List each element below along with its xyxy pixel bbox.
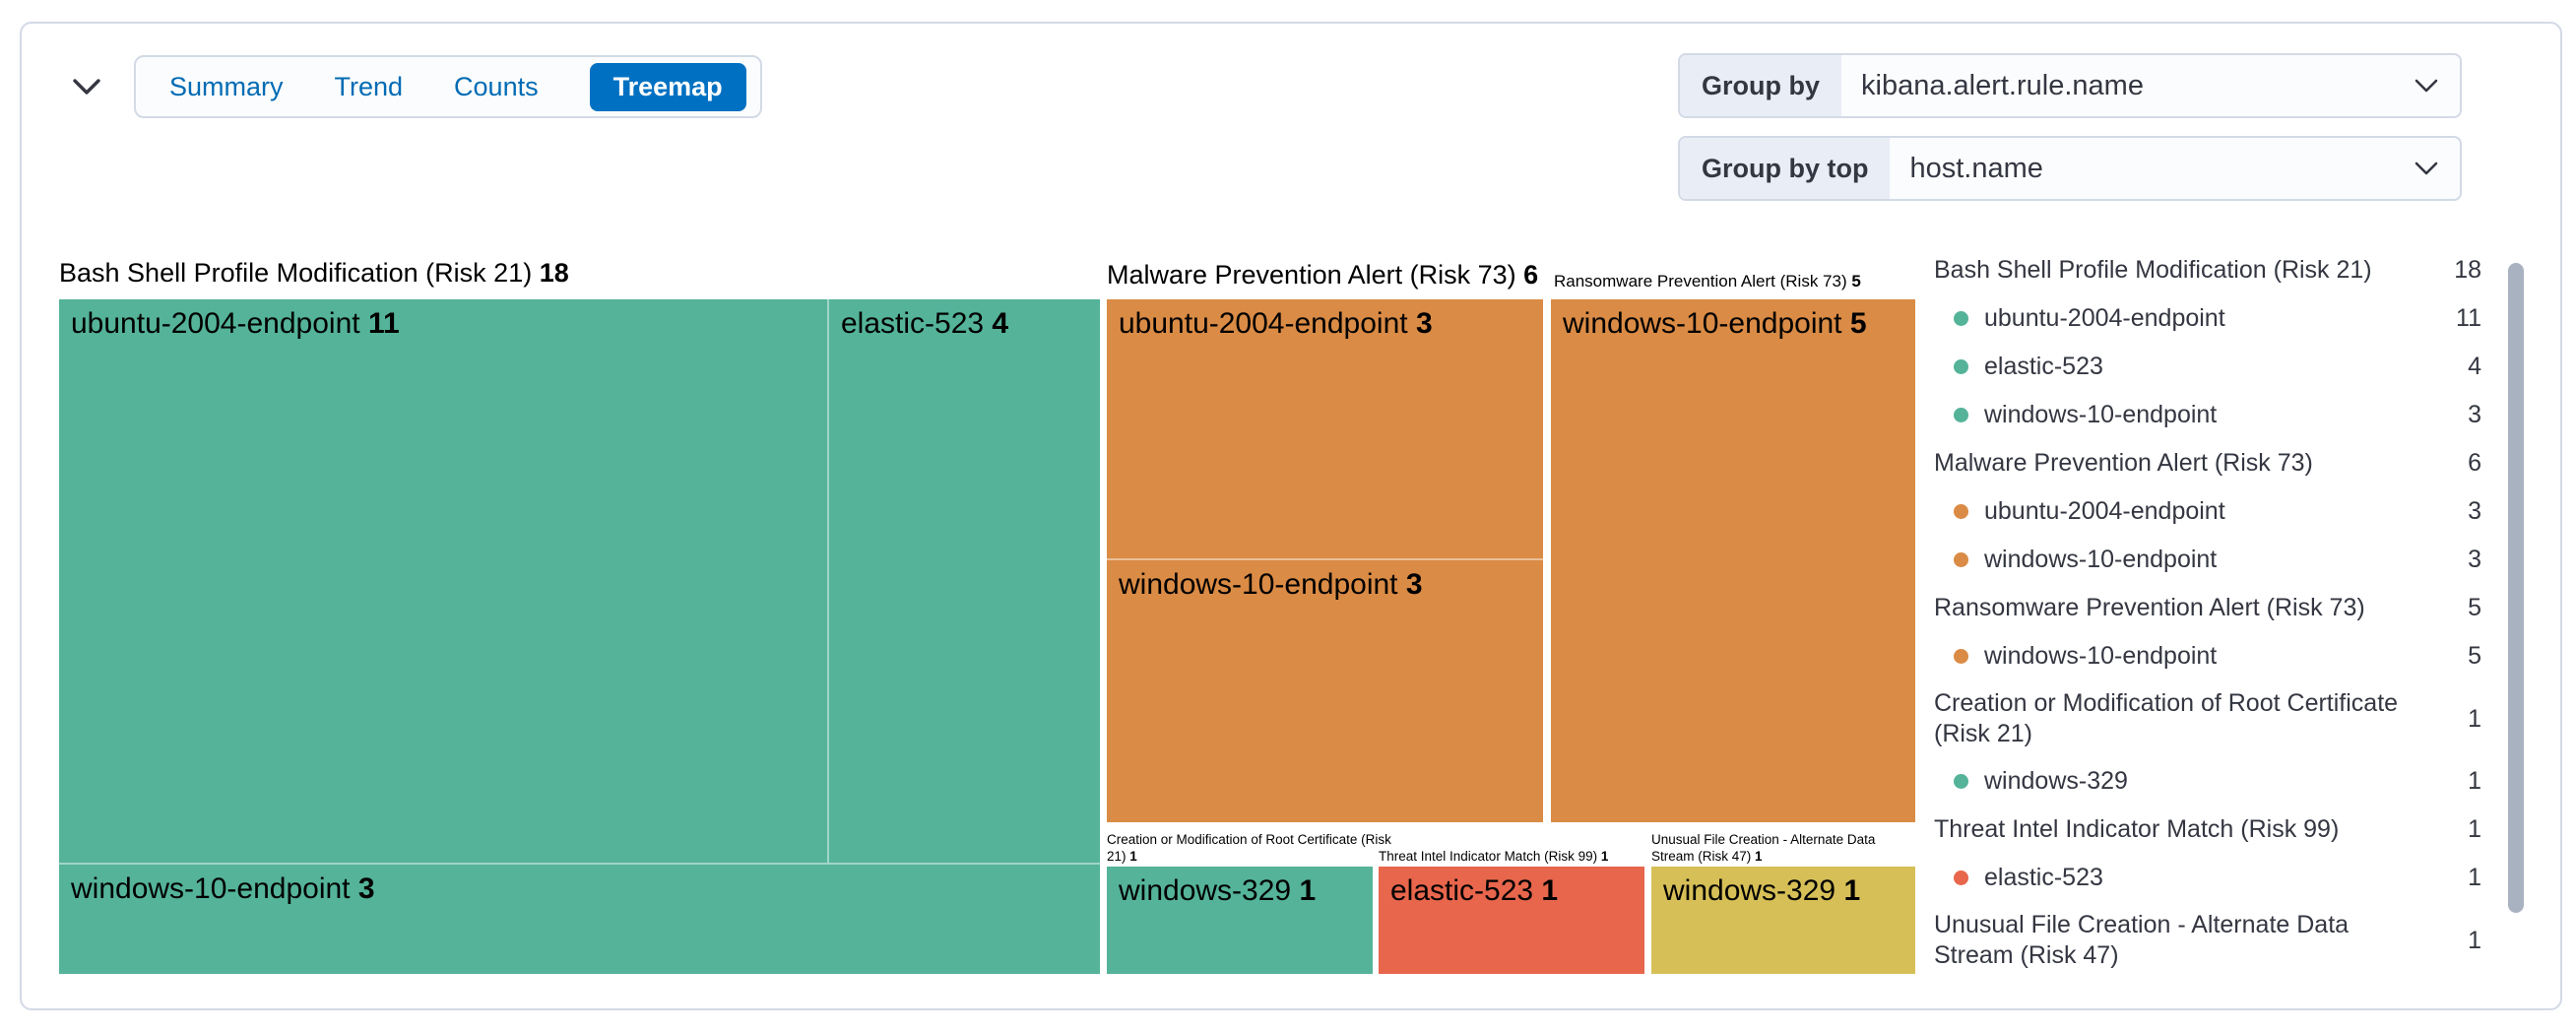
treemap-cell[interactable]: windows-10-endpoint 3	[59, 863, 1100, 974]
legend-item-row[interactable]: windows-10-endpoint 3	[1934, 544, 2481, 576]
treemap-cell[interactable]: windows-10-endpoint 5	[1551, 299, 1915, 822]
legend-item-row[interactable]: ubuntu-2004-endpoint 11	[1934, 302, 2481, 335]
legend-label: Threat Intel Indicator Match (Risk 99)	[1934, 815, 2340, 843]
legend-label: Bash Shell Profile Modification (Risk 21…	[1934, 256, 2372, 284]
treemap-group-title: Bash Shell Profile Modification (Risk 21…	[59, 258, 569, 288]
legend-label: windows-10-endpoint	[1984, 642, 2218, 670]
legend-label: windows-10-endpoint	[1984, 401, 2218, 428]
legend-label: Creation or Modification of Root Certifi…	[1934, 689, 2399, 747]
treemap-group-title: Unusual File Creation - Alternate Data S…	[1651, 832, 1876, 864]
legend-item-row[interactable]: elastic-523 4	[1934, 351, 2481, 383]
legend-dot	[1954, 311, 1968, 326]
legend-count: 6	[2468, 449, 2481, 477]
legend-count: 3	[2468, 401, 2481, 428]
tab-treemap[interactable]: Treemap	[589, 62, 746, 111]
legend-count: 5	[2468, 594, 2481, 621]
legend-group-row[interactable]: Creation or Modification of Root Certifi…	[1934, 688, 2481, 749]
legend-item-row[interactable]: elastic-523 1	[1934, 862, 2481, 894]
legend-group-row[interactable]: Bash Shell Profile Modification (Risk 21…	[1934, 254, 2481, 287]
legend-item-row[interactable]: windows-329 1	[1934, 765, 2481, 798]
legend-count: 3	[2468, 497, 2481, 525]
treemap-cell[interactable]: windows-10-endpoint 3	[1107, 558, 1543, 822]
chevron-down-icon	[2415, 55, 2460, 116]
legend-count: 1	[2468, 864, 2481, 891]
legend-count: 1	[2468, 767, 2481, 795]
tab-summary[interactable]: Summary	[169, 71, 284, 101]
group-by-top-select[interactable]: Group by top host.name	[1678, 136, 2462, 201]
treemap-group-title: Malware Prevention Alert (Risk 73) 6	[1107, 260, 1539, 290]
legend-count: 1	[2468, 926, 2481, 954]
legend-label: elastic-523	[1984, 353, 2103, 380]
treemap-cell[interactable]: ubuntu-2004-endpoint 11	[59, 299, 827, 863]
alerts-panel: Summary Trend Counts Treemap Group by ki…	[20, 22, 2562, 1010]
treemap-group-title: Creation or Modification of Root Certifi…	[1107, 832, 1391, 864]
legend-label: ubuntu-2004-endpoint	[1984, 497, 2225, 525]
view-selector-button-group: Summary Trend Counts Treemap	[134, 55, 762, 118]
legend-dot	[1954, 408, 1968, 422]
treemap-legend: Bash Shell Profile Modification (Risk 21…	[1934, 254, 2481, 987]
treemap-group-title: Threat Intel Indicator Match (Risk 99) 1	[1379, 849, 1609, 864]
treemap-cell[interactable]: elastic-523 4	[827, 299, 1100, 863]
legend-count: 1	[2468, 704, 2481, 733]
legend-group-row[interactable]: Unusual File Creation - Alternate Data S…	[1934, 910, 2481, 971]
treemap-cell[interactable]: windows-329 1	[1107, 867, 1373, 974]
tab-counts[interactable]: Counts	[454, 71, 539, 101]
chevron-down-icon	[2415, 138, 2460, 199]
group-by-top-value: host.name	[1909, 152, 2043, 184]
legend-group-row[interactable]: Malware Prevention Alert (Risk 73) 6	[1934, 447, 2481, 480]
legend-label: Unusual File Creation - Alternate Data S…	[1934, 911, 2350, 969]
legend-count: 11	[2456, 304, 2481, 332]
treemap-cell[interactable]: elastic-523 1	[1379, 867, 1644, 974]
legend-dot	[1954, 552, 1968, 567]
legend-label: windows-10-endpoint	[1984, 546, 2218, 573]
legend-label: elastic-523	[1984, 864, 2103, 891]
legend-dot	[1954, 871, 1968, 885]
group-by-top-label: Group by top	[1680, 138, 1891, 199]
treemap-cell[interactable]: ubuntu-2004-endpoint 3	[1107, 299, 1543, 558]
treemap-group-title: Ransomware Prevention Alert (Risk 73) 5	[1554, 272, 1861, 290]
legend-label: Malware Prevention Alert (Risk 73)	[1934, 449, 2313, 477]
chevron-down-icon	[73, 79, 100, 95]
legend-count: 18	[2454, 256, 2481, 284]
legend-group-row[interactable]: Threat Intel Indicator Match (Risk 99) 1	[1934, 813, 2481, 846]
legend-dot	[1954, 774, 1968, 789]
treemap-cell[interactable]: windows-329 1	[1651, 867, 1915, 974]
legend-count: 3	[2468, 546, 2481, 573]
legend-count: 1	[2468, 815, 2481, 843]
collapse-panel-button[interactable]	[65, 67, 108, 106]
legend-label: Ransomware Prevention Alert (Risk 73)	[1934, 594, 2365, 621]
legend-item-row[interactable]: windows-10-endpoint 5	[1934, 640, 2481, 673]
group-by-value: kibana.alert.rule.name	[1861, 69, 2144, 101]
group-by-select[interactable]: Group by kibana.alert.rule.name	[1678, 53, 2462, 118]
legend-dot	[1954, 504, 1968, 519]
tab-trend[interactable]: Trend	[334, 71, 404, 101]
group-by-label: Group by	[1680, 55, 1841, 116]
legend-dot	[1954, 649, 1968, 664]
legend-item-row[interactable]: windows-10-endpoint 3	[1934, 399, 2481, 431]
legend-group-row[interactable]: Ransomware Prevention Alert (Risk 73) 5	[1934, 592, 2481, 624]
legend-label: windows-329	[1984, 767, 2128, 795]
legend-count: 4	[2468, 353, 2481, 380]
legend-count: 5	[2468, 642, 2481, 670]
legend-scrollbar-thumb[interactable]	[2508, 263, 2524, 913]
legend-label: ubuntu-2004-endpoint	[1984, 304, 2225, 332]
legend-dot	[1954, 359, 1968, 374]
legend-item-row[interactable]: ubuntu-2004-endpoint 3	[1934, 495, 2481, 528]
